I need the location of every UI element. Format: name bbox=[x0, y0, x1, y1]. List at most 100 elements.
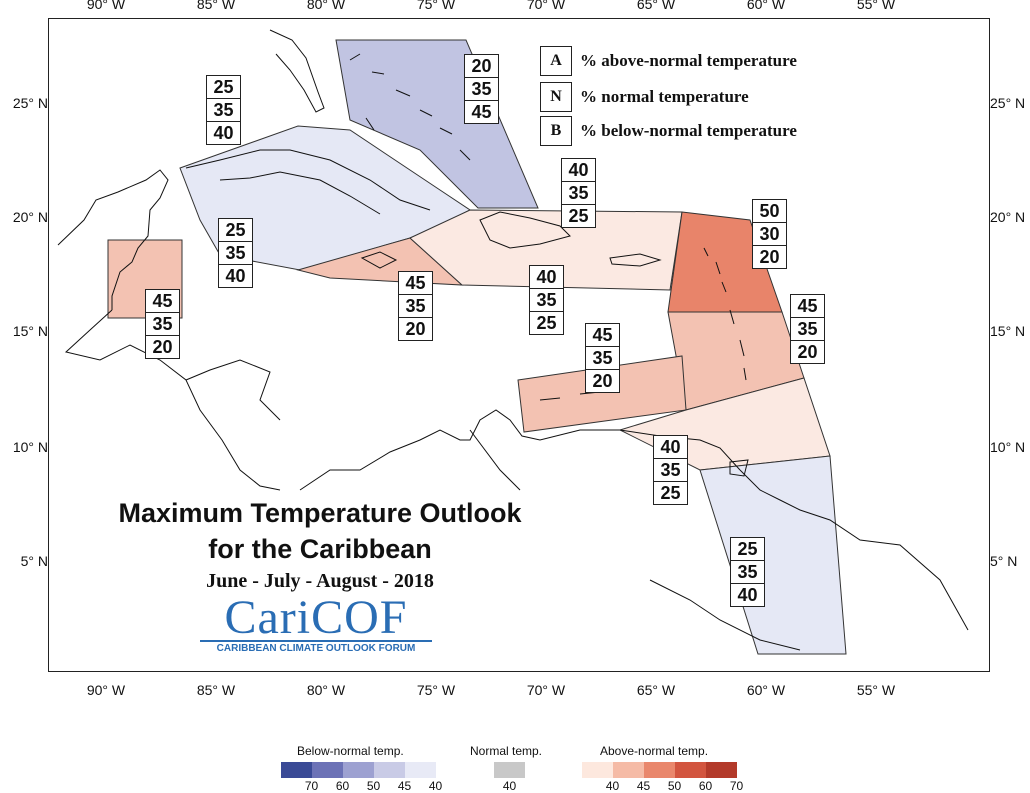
lat-tick-left: 25° N bbox=[12, 95, 48, 111]
colorbar-value: 70 bbox=[729, 779, 744, 793]
prob-normal: 35 bbox=[586, 347, 619, 370]
colorbar-value: 40 bbox=[605, 779, 620, 793]
colorbar-value: 60 bbox=[698, 779, 713, 793]
key-text: % above-normal temperature bbox=[580, 51, 797, 70]
map-title-line1: Maximum Temperature Outlook bbox=[118, 498, 522, 528]
prob-box-windward: 45 35 20 bbox=[790, 294, 825, 364]
prob-below: 20 bbox=[592, 371, 613, 391]
colorbar-swatch bbox=[312, 762, 343, 778]
key-row-below: B % below-normal temperature bbox=[540, 116, 797, 146]
lon-tick-top: 85° W bbox=[196, 0, 236, 12]
prob-above: 40 bbox=[562, 159, 595, 182]
colorbar-swatch bbox=[281, 762, 312, 778]
colorbar-swatch bbox=[582, 762, 613, 778]
lat-tick-right: 20° N bbox=[990, 209, 1026, 225]
prob-above: 45 bbox=[791, 295, 824, 318]
prob-box-hispaniola-south: 40 35 25 bbox=[529, 265, 564, 335]
prob-box-leeward: 50 30 20 bbox=[752, 199, 787, 269]
colorbar-below-label: Below-normal temp. bbox=[297, 744, 404, 758]
prob-above: 40 bbox=[654, 436, 687, 459]
lat-tick-left: 5° N bbox=[20, 553, 48, 569]
colorbar-swatch bbox=[374, 762, 405, 778]
region-guianas bbox=[699, 455, 847, 655]
prob-box-cuba-east: 25 35 40 bbox=[218, 218, 253, 288]
prob-below: 20 bbox=[759, 247, 780, 267]
colorbar-value: 40 bbox=[428, 779, 443, 793]
prob-normal: 35 bbox=[146, 313, 179, 336]
lat-tick-left: 20° N bbox=[12, 209, 48, 225]
logo-wordmark: CariCOF bbox=[224, 591, 408, 644]
prob-above: 45 bbox=[399, 272, 432, 295]
colorbar-swatch bbox=[675, 762, 706, 778]
prob-box-hispaniola-pr: 40 35 25 bbox=[561, 158, 596, 228]
prob-above: 40 bbox=[530, 266, 563, 289]
lat-tick-right: 25° N bbox=[990, 95, 1026, 111]
prob-normal: 35 bbox=[731, 561, 764, 584]
lon-tick-bottom: 80° W bbox=[306, 682, 346, 698]
prob-box-abc-islands: 45 35 20 bbox=[585, 323, 620, 393]
colorbar-swatch bbox=[343, 762, 374, 778]
key-text: % normal temperature bbox=[580, 87, 749, 106]
colorbar-value: 60 bbox=[335, 779, 350, 793]
prob-box-belize: 45 35 20 bbox=[145, 289, 180, 359]
colorbar-value: 50 bbox=[366, 779, 381, 793]
prob-box-bahamas: 20 35 45 bbox=[464, 54, 499, 124]
prob-normal: 35 bbox=[207, 99, 240, 122]
colorbar-normal-label: Normal temp. bbox=[470, 744, 543, 758]
prob-below: 25 bbox=[536, 313, 557, 333]
prob-box-jamaica: 45 35 20 bbox=[398, 271, 433, 341]
region-bahamas bbox=[335, 39, 539, 209]
lon-tick-top: 70° W bbox=[526, 0, 566, 12]
coastlines bbox=[57, 29, 969, 651]
region-hispaniola-pr bbox=[409, 209, 683, 291]
key-letter: N bbox=[540, 82, 572, 112]
logo-tagline: CARIBBEAN CLIMATE OUTLOOK FORUM bbox=[200, 640, 432, 654]
colorbar-swatch bbox=[644, 762, 675, 778]
colorbar-swatch bbox=[494, 762, 525, 778]
lon-tick-bottom: 85° W bbox=[196, 682, 236, 698]
lat-tick-right: 5° N bbox=[990, 553, 1018, 569]
lon-tick-top: 60° W bbox=[746, 0, 786, 12]
forecast-period: June - July - August - 2018 bbox=[206, 570, 434, 592]
prob-normal: 35 bbox=[562, 182, 595, 205]
lat-tick-left: 10° N bbox=[12, 439, 48, 455]
lon-tick-top: 55° W bbox=[856, 0, 896, 12]
prob-above: 25 bbox=[207, 76, 240, 99]
colorbar-above-label: Above-normal temp. bbox=[600, 744, 709, 758]
prob-normal: 30 bbox=[753, 223, 786, 246]
prob-below: 20 bbox=[405, 319, 426, 339]
colorbar-value: 50 bbox=[667, 779, 682, 793]
map-title-line2: for the Caribbean bbox=[208, 534, 432, 564]
prob-above: 25 bbox=[731, 538, 764, 561]
prob-above: 45 bbox=[146, 290, 179, 313]
prob-normal: 35 bbox=[399, 295, 432, 318]
lon-tick-bottom: 90° W bbox=[86, 682, 126, 698]
key-letter: A bbox=[540, 46, 572, 76]
prob-normal: 35 bbox=[530, 289, 563, 312]
prob-below: 40 bbox=[225, 266, 246, 286]
prob-below: 20 bbox=[152, 337, 173, 357]
prob-above: 25 bbox=[219, 219, 252, 242]
lon-tick-top: 75° W bbox=[416, 0, 456, 12]
lat-tick-right: 15° N bbox=[990, 323, 1026, 339]
prob-above: 50 bbox=[753, 200, 786, 223]
colorbar-swatch bbox=[706, 762, 737, 778]
lon-tick-bottom: 55° W bbox=[856, 682, 896, 698]
colorbar-value: 70 bbox=[304, 779, 319, 793]
colorbar-value: 45 bbox=[636, 779, 651, 793]
prob-normal: 35 bbox=[654, 459, 687, 482]
prob-above: 20 bbox=[465, 55, 498, 78]
prob-normal: 35 bbox=[791, 318, 824, 341]
key-row-above: A % above-normal temperature bbox=[540, 46, 797, 76]
colorbar-swatch bbox=[613, 762, 644, 778]
prob-below: 40 bbox=[213, 123, 234, 143]
caricof-logo: CariCOF CARIBBEAN CLIMATE OUTLOOK FORUM bbox=[200, 594, 432, 658]
lon-tick-top: 65° W bbox=[636, 0, 676, 12]
key-letter: B bbox=[540, 116, 572, 146]
lat-tick-right: 10° N bbox=[990, 439, 1026, 455]
prob-box-trinidad: 40 35 25 bbox=[653, 435, 688, 505]
lon-tick-bottom: 65° W bbox=[636, 682, 676, 698]
prob-box-cuba-cayman: 25 35 40 bbox=[206, 75, 241, 145]
lon-tick-top: 80° W bbox=[306, 0, 346, 12]
